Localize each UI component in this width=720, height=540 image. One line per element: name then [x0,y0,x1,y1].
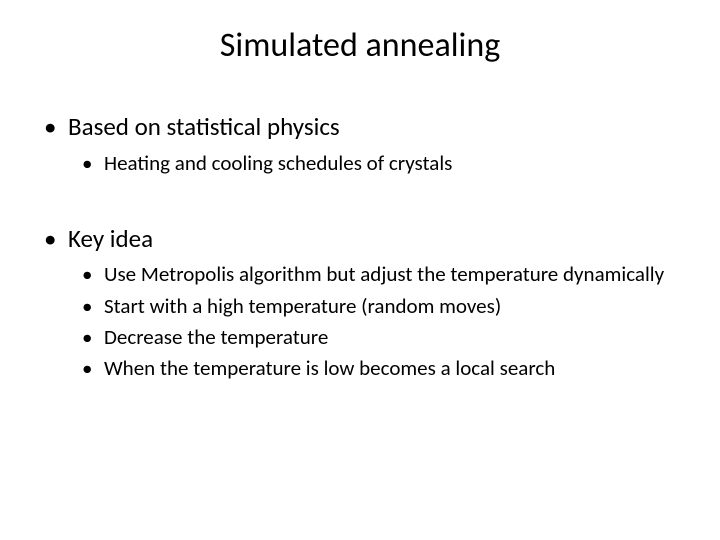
spacer [40,181,680,223]
slide-title: Simulated annealing [40,25,680,66]
list-item: Heating and cooling schedules of crystal… [40,150,680,177]
list-item: Start with a high temperature (random mo… [40,293,680,320]
list-item: Key idea [40,223,680,256]
list-item: When the temperature is low becomes a lo… [40,355,680,382]
list-item: Decrease the temperature [40,324,680,351]
content-list: Based on statistical physics Heating and… [40,111,680,177]
content-list: Key idea Use Metropolis algorithm but ad… [40,223,680,383]
list-item: Based on statistical physics [40,111,680,144]
list-item: Use Metropolis algorithm but adjust the … [40,261,680,288]
